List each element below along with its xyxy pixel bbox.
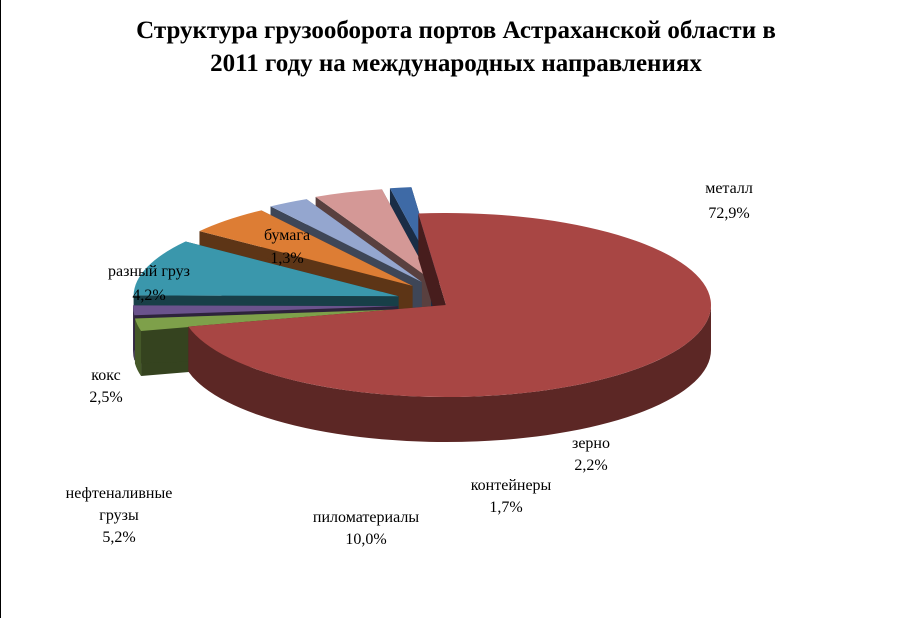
data-label-value-1: 2,2% xyxy=(574,457,607,474)
pie-slice-top-3 xyxy=(133,241,399,297)
pie-slice-wall-1-0 xyxy=(134,318,142,377)
data-label-value-4: 5,2% xyxy=(102,529,135,546)
data-label-value-5: 2,5% xyxy=(89,389,122,406)
pie-slice-top-0 xyxy=(188,213,712,397)
data-label-name-3: пиломатериалы xyxy=(313,509,419,526)
pie-slice-wall-2-0 xyxy=(133,306,135,361)
data-label-value-6: 4,2% xyxy=(132,287,165,304)
pie-slice-wall-0-0 xyxy=(188,305,711,442)
data-label-name-4: нефтеналивные xyxy=(66,485,173,502)
pie-slice-top-4 xyxy=(199,210,413,286)
data-label-name-0: металл xyxy=(705,180,753,197)
data-label-name-2: контейнеры xyxy=(471,477,552,494)
chart-title: Структура грузооборота портов Астраханск… xyxy=(136,17,776,77)
pie-slices xyxy=(133,187,712,442)
pie-slice-top-5 xyxy=(270,199,422,282)
data-label-value-7: 1,3% xyxy=(270,250,303,267)
data-label-name-6: разный груз xyxy=(108,263,190,280)
data-label-name-1: зерно xyxy=(572,435,610,452)
data-label-name-4: грузы xyxy=(99,507,139,524)
data-label-value-3: 10,0% xyxy=(345,531,386,548)
data-label-name-7: бумага xyxy=(264,227,310,244)
pie-slice-top-6 xyxy=(315,189,431,280)
pie-slice-0 xyxy=(188,213,712,442)
data-label-name-5: кокс xyxy=(91,367,120,384)
pie-slice-top-2 xyxy=(133,305,399,316)
data-label-value-0: 72,9% xyxy=(708,205,749,222)
data-labels: металл 72,9% зерно 2,2% контейнеры 1,7% пилома… xyxy=(66,180,753,548)
data-label-value-2: 1,7% xyxy=(489,499,522,516)
